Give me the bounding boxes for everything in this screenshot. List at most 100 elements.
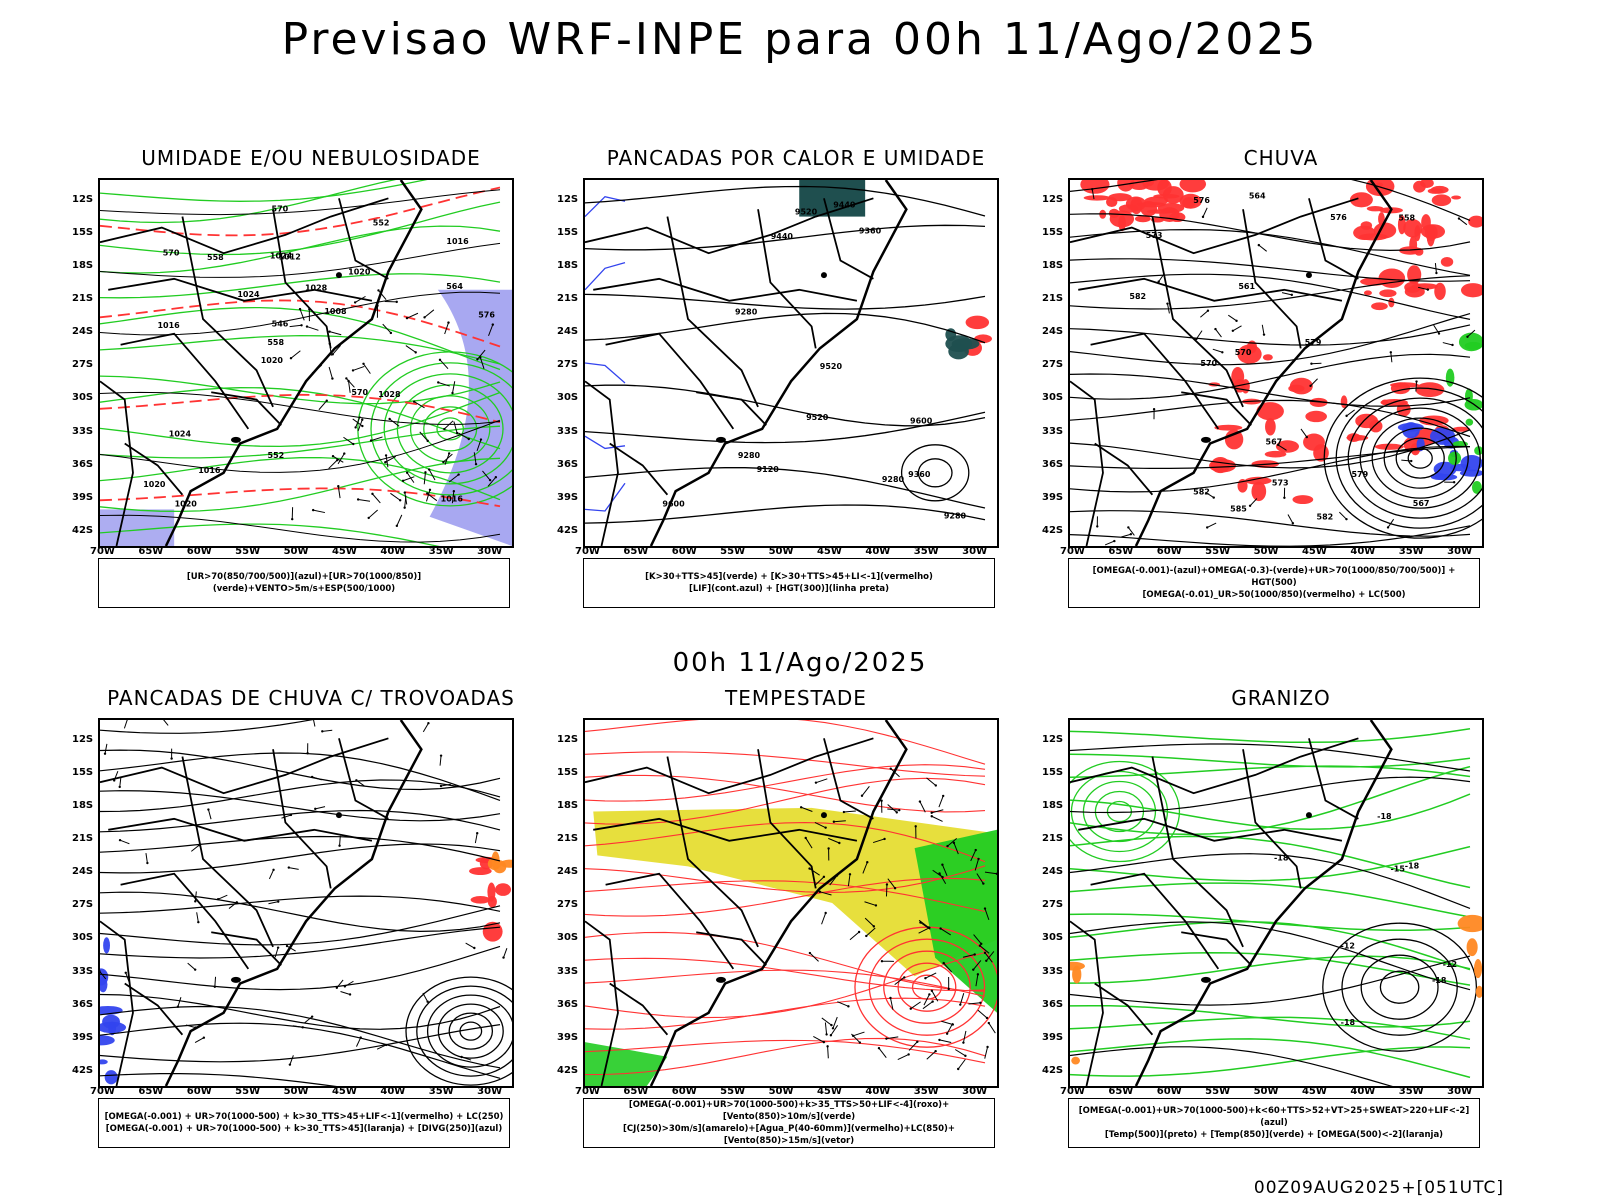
lon-tick-label: 50W: [768, 546, 794, 557]
lat-tick-label: 12S: [72, 194, 94, 205]
lat-tick-label: 18S: [72, 260, 94, 272]
lon-tick-label: 70W: [575, 1086, 600, 1097]
panel-title: CHUVA: [1243, 146, 1319, 170]
contour-label: 567: [1266, 437, 1283, 446]
lat-tick-label: 27S: [72, 899, 94, 911]
contour-label: 564: [446, 282, 463, 291]
lat-tick-label: 33S: [72, 965, 94, 977]
lon-tick-label: 65W: [138, 546, 164, 557]
lat-tick-label: 42S: [72, 524, 94, 536]
lon-tick-label: 55W: [235, 1086, 261, 1097]
contour-label: 564: [1249, 192, 1266, 201]
lon-tick-label: 60W: [1156, 546, 1182, 557]
lat-tick-label: 36S: [1042, 458, 1064, 470]
lat-tick-label: 30S: [557, 932, 579, 944]
lon-tick-label: 45W: [331, 1086, 357, 1097]
lat-tick-label: 39S: [72, 491, 94, 503]
lat-tick-label: 27S: [72, 359, 94, 371]
lon-tick-label: 55W: [1205, 546, 1231, 557]
lat-tick-label: 36S: [557, 998, 579, 1010]
page-title: Previsao WRF-INPE para 00h 11/Ago/2025: [281, 14, 1319, 65]
map-canvas: -12-12-15-18-18-18-18-18: [1070, 720, 1482, 1086]
lon-tick-label: 40W: [1350, 546, 1376, 557]
lon-tick-label: 60W: [1156, 1086, 1182, 1097]
lon-tick-label: 65W: [1108, 546, 1134, 557]
lon-tick-label: 50W: [283, 546, 309, 557]
panel-title: UMIDADE E/OU NEBULOSIDADE: [141, 146, 481, 170]
lon-tick-label: 45W: [816, 1086, 842, 1097]
contour-label: -18: [1405, 861, 1420, 870]
contour-label: 9520: [795, 208, 818, 217]
lon-tick-label: 55W: [720, 546, 746, 557]
lat-tick-label: 30S: [1042, 932, 1064, 944]
contour-label: 570: [272, 205, 289, 214]
lat-tick-label: 33S: [72, 425, 94, 437]
contour-label: 9440: [771, 232, 794, 241]
contour-label: 1016: [446, 237, 469, 246]
panel-title: TEMPESTADE: [725, 686, 867, 710]
lon-tick-label: 60W: [671, 1086, 697, 1097]
lat-tick-label: 36S: [72, 458, 94, 470]
lon-tick-label: 50W: [283, 1086, 309, 1097]
lat-tick-label: 15S: [72, 767, 94, 779]
contour-label: 579: [1305, 338, 1322, 347]
lon-tick-label: 60W: [186, 1086, 212, 1097]
lat-tick-label: 42S: [1042, 1064, 1064, 1076]
lon-tick-label: 60W: [186, 546, 212, 557]
lon-tick-label: 35W: [1398, 546, 1424, 557]
contour-label: -12: [1341, 941, 1355, 950]
contour-label: 9520: [806, 413, 829, 422]
lat-tick-label: 12S: [1042, 194, 1064, 205]
contour-label: 1028: [378, 390, 401, 399]
panel-legend: [OMEGA(-0.001) + UR>70(1000-500) + k>30_…: [98, 1098, 510, 1148]
lat-tick-label: 33S: [557, 965, 579, 977]
panel-title: PANCADAS POR CALOR E UMIDADE: [606, 146, 986, 170]
lon-tick-label: 30W: [962, 1086, 988, 1097]
lat-tick-label: 27S: [1042, 359, 1064, 371]
contour-label: 573: [1146, 231, 1163, 240]
contour-label: 1016: [198, 466, 221, 475]
contour-label: -12: [1443, 960, 1457, 969]
lat-tick-label: 24S: [72, 866, 94, 878]
lat-tick-label: 24S: [557, 866, 579, 878]
lon-tick-label: 65W: [138, 1086, 164, 1097]
map-frame: 1016 1016 1016 1020 1020 1020 1024 1028 1024 1024…: [98, 178, 514, 548]
contour-label: 570: [351, 388, 368, 397]
lon-tick-label: 30W: [477, 1086, 503, 1097]
legend-line: [K>30+TTS>45](verde) + [K>30+TTS>45+LI<-…: [645, 572, 933, 582]
map-frame: [583, 718, 999, 1088]
lat-tick-label: 33S: [1042, 965, 1064, 977]
map-panel-4: PANCADAS DE CHUVA C/ TROVOADAS 12S 15S 18S…: [66, 686, 556, 1186]
lon-tick-label: 55W: [1205, 1086, 1231, 1097]
contour-label: 567: [1413, 499, 1430, 508]
contour-label: 1012: [279, 253, 301, 262]
contour-label: 576: [478, 311, 495, 320]
lat-tick-label: 24S: [557, 326, 579, 338]
lon-tick-label: 30W: [962, 546, 988, 557]
contour-label: 558: [267, 338, 284, 347]
contour-label: 1020: [348, 267, 371, 276]
contour-label: 9280: [882, 475, 905, 484]
contour-label: 9360: [859, 227, 882, 236]
contour-label: 9280: [735, 307, 758, 316]
lat-tick-label: 18S: [557, 800, 579, 812]
map-canvas: 585 582 582 579 576 573 570 567 564 561 558 573 570 5…: [1070, 180, 1482, 546]
map-frame: 9600 9600 9520 9520 9440 9440 9360 9360 9280 9280…: [583, 178, 999, 548]
lon-tick-label: 70W: [1060, 1086, 1085, 1097]
lat-tick-label: 42S: [72, 1064, 94, 1076]
panel-legend: [UR>70(850/700/500)](azul)+[UR>70(1000/8…: [98, 558, 510, 608]
lat-tick-label: 33S: [1042, 425, 1064, 437]
contour-label: 9520: [820, 362, 843, 371]
lat-tick-label: 42S: [557, 1064, 579, 1076]
lat-tick-label: 39S: [557, 1031, 579, 1043]
contour-label: 9600: [910, 417, 933, 426]
mid-title: 00h 11/Ago/2025: [672, 648, 928, 678]
run-footer: 00Z09AUG2025+[051UTC]: [1253, 1178, 1504, 1198]
lat-tick-label: 24S: [1042, 866, 1064, 878]
lon-tick-label: 55W: [235, 546, 261, 557]
contour-label: 561: [1238, 282, 1255, 291]
lat-tick-label: 27S: [1042, 899, 1064, 911]
lon-tick-label: 35W: [428, 546, 454, 557]
lat-tick-label: 18S: [1042, 260, 1064, 272]
lat-tick-label: 12S: [1042, 734, 1064, 745]
